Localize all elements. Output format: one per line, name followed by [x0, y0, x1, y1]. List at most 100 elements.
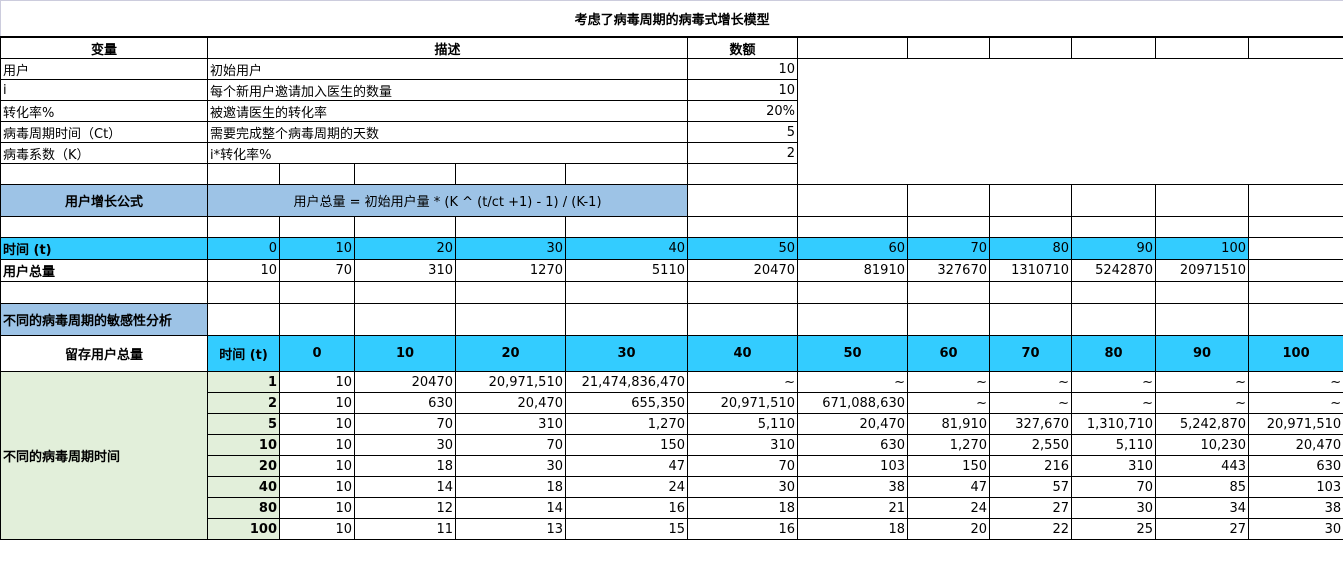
sens-value[interactable]: ~	[1247, 371, 1343, 393]
sens-value[interactable]: 30	[455, 455, 566, 477]
sens-value[interactable]: 27	[1155, 518, 1249, 540]
cell[interactable]	[455, 303, 566, 336]
growth-time[interactable]: 0	[207, 237, 280, 260]
cell[interactable]	[565, 163, 688, 185]
sens-time[interactable]: 10	[354, 335, 456, 372]
sens-value[interactable]: 1,270	[565, 413, 688, 435]
cell[interactable]	[1247, 184, 1343, 217]
sens-value[interactable]: 630	[354, 392, 456, 414]
param-amount[interactable]: 10	[687, 58, 798, 80]
cell[interactable]	[279, 216, 355, 238]
growth-total[interactable]: 10	[207, 259, 280, 282]
cell[interactable]	[207, 216, 280, 238]
sens-value[interactable]: ~	[907, 392, 990, 414]
cell[interactable]	[1247, 259, 1343, 282]
sens-value[interactable]: 27	[989, 497, 1072, 519]
sens-value[interactable]: 22	[989, 518, 1072, 540]
sens-value[interactable]: 30	[1071, 497, 1156, 519]
cell[interactable]	[798, 143, 1343, 164]
sens-time[interactable]: 50	[797, 335, 908, 372]
cycle-time[interactable]: 100	[207, 518, 280, 540]
sens-time[interactable]: 80	[1071, 335, 1156, 372]
sens-value[interactable]: ~	[1247, 392, 1343, 414]
cell[interactable]	[797, 281, 908, 304]
param-variable[interactable]: 病毒系数（K）	[0, 142, 208, 164]
sens-value[interactable]: 310	[1071, 455, 1156, 477]
growth-total[interactable]: 20971510	[1155, 259, 1249, 282]
growth-total[interactable]: 70	[279, 259, 355, 282]
sens-value[interactable]: 30	[1247, 518, 1343, 540]
cell[interactable]	[798, 59, 1343, 80]
sens-value[interactable]: 14	[354, 476, 456, 498]
cell[interactable]	[989, 184, 1072, 217]
growth-total[interactable]: 20470	[687, 259, 798, 282]
sensitivity-title[interactable]: 不同的病毒周期的敏感性分析	[0, 303, 208, 336]
header-description[interactable]: 描述	[207, 36, 688, 59]
param-amount[interactable]: 10	[687, 79, 798, 101]
sens-value[interactable]: 150	[907, 455, 990, 477]
sens-value[interactable]: 20,971,510	[1247, 413, 1343, 435]
sens-value[interactable]: 5,110	[687, 413, 798, 435]
cell[interactable]	[565, 216, 688, 238]
growth-total[interactable]: 1270	[455, 259, 566, 282]
cell[interactable]	[1155, 36, 1249, 59]
cell[interactable]	[907, 303, 990, 336]
sens-value[interactable]: 20,470	[797, 413, 908, 435]
sens-value[interactable]: 1,270	[907, 434, 990, 456]
growth-time[interactable]: 60	[797, 237, 908, 260]
sens-value[interactable]: 10	[279, 497, 355, 519]
sens-value[interactable]: 10	[279, 392, 355, 414]
sens-value[interactable]: 18	[797, 518, 908, 540]
sheet-title[interactable]: 考虑了病毒周期的病毒式增长模型	[0, 0, 1343, 38]
sens-value[interactable]: 70	[354, 413, 456, 435]
cell[interactable]	[1155, 184, 1249, 217]
sens-value[interactable]: ~	[1071, 371, 1156, 393]
growth-total-label[interactable]: 用户总量	[0, 259, 208, 282]
cell[interactable]	[207, 281, 280, 304]
sens-value[interactable]: 150	[565, 434, 688, 456]
sens-value[interactable]: 30	[354, 434, 456, 456]
cell[interactable]	[907, 281, 990, 304]
growth-total[interactable]: 310	[354, 259, 456, 282]
growth-total[interactable]: 327670	[907, 259, 990, 282]
cell[interactable]	[798, 164, 1343, 185]
cell[interactable]	[1155, 303, 1249, 336]
sens-value[interactable]: 20,971,510	[455, 371, 566, 393]
cell[interactable]	[455, 216, 566, 238]
param-description[interactable]: 每个新用户邀请加入医生的数量	[207, 79, 688, 101]
sens-value[interactable]: 20	[907, 518, 990, 540]
sens-value[interactable]: 10	[279, 518, 355, 540]
sens-value[interactable]: 327,670	[989, 413, 1072, 435]
sens-value[interactable]: 15	[565, 518, 688, 540]
sens-value[interactable]: 24	[565, 476, 688, 498]
cell[interactable]	[0, 163, 208, 185]
sens-value[interactable]: 57	[989, 476, 1072, 498]
cell[interactable]	[354, 303, 456, 336]
sens-value[interactable]: 14	[455, 497, 566, 519]
cell[interactable]	[354, 216, 456, 238]
sens-value[interactable]: 70	[687, 455, 798, 477]
sens-time-label[interactable]: 时间 (t)	[207, 335, 280, 372]
cell[interactable]	[0, 216, 208, 238]
cell[interactable]	[207, 303, 280, 336]
cell[interactable]	[1247, 216, 1343, 238]
cell[interactable]	[354, 281, 456, 304]
growth-time-label[interactable]: 时间 (t)	[0, 237, 208, 260]
sens-value[interactable]: 310	[687, 434, 798, 456]
sens-value[interactable]: 38	[797, 476, 908, 498]
sens-value[interactable]: 18	[354, 455, 456, 477]
cell[interactable]	[279, 281, 355, 304]
cycle-time[interactable]: 5	[207, 413, 280, 435]
sens-time[interactable]: 60	[907, 335, 990, 372]
sens-value[interactable]: 25	[1071, 518, 1156, 540]
param-amount[interactable]: 20%	[687, 100, 798, 122]
sens-value[interactable]: 655,350	[565, 392, 688, 414]
sens-value[interactable]: 85	[1155, 476, 1249, 498]
sens-value[interactable]: 10,230	[1155, 434, 1249, 456]
cell[interactable]	[798, 80, 1343, 101]
cell[interactable]	[989, 303, 1072, 336]
sens-value[interactable]: 5,110	[1071, 434, 1156, 456]
sens-value[interactable]: 20470	[354, 371, 456, 393]
cycle-time[interactable]: 80	[207, 497, 280, 519]
growth-time[interactable]: 20	[354, 237, 456, 260]
